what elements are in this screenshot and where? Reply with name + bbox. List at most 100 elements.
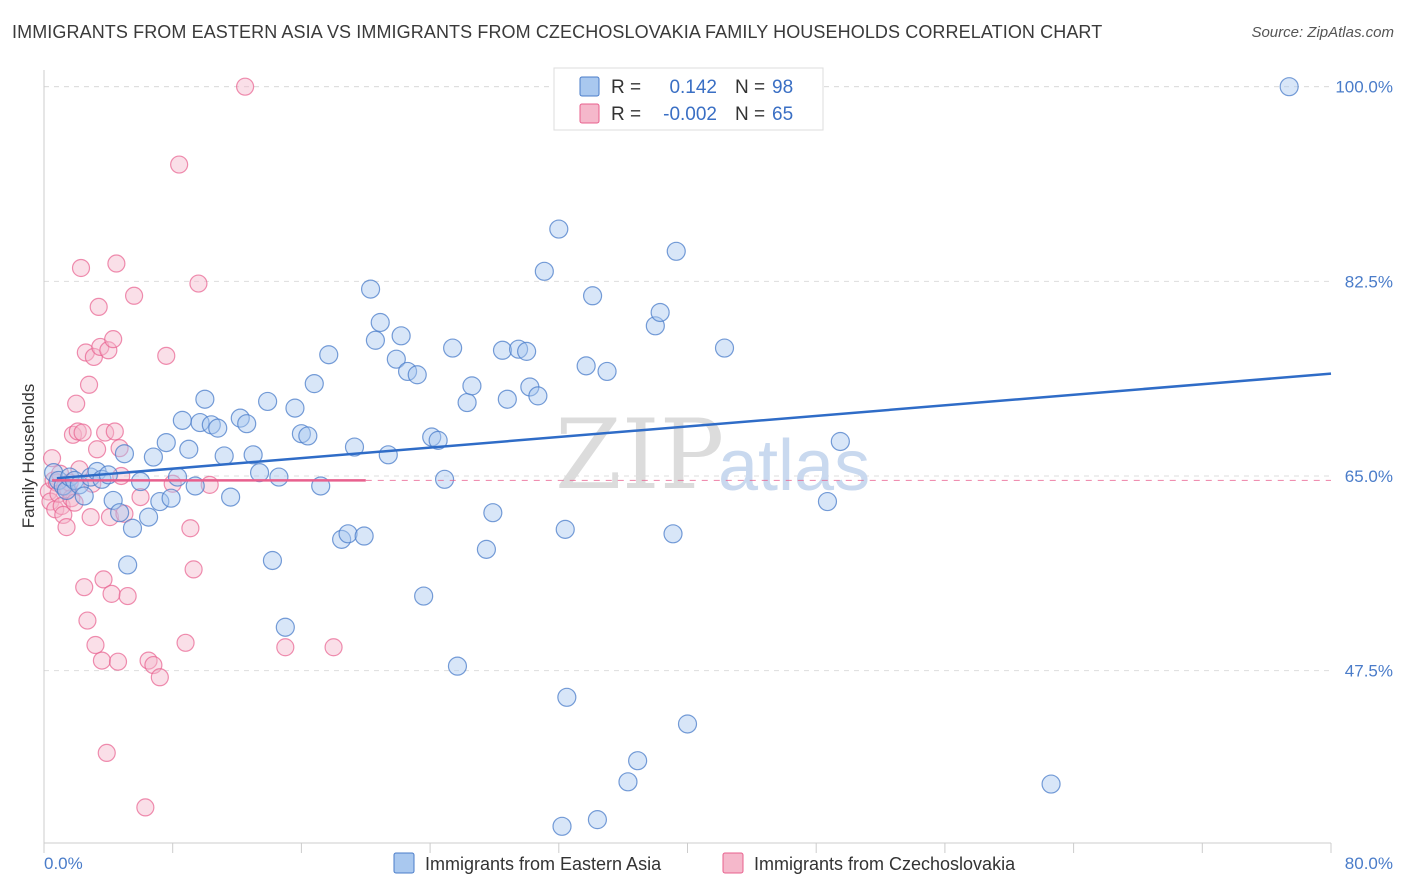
pink-point	[176, 633, 195, 652]
pink-point	[96, 423, 115, 442]
pink-point	[86, 635, 105, 655]
blue-point	[534, 261, 554, 281]
blue-point	[508, 339, 529, 359]
blue-point	[354, 526, 374, 546]
source-label: Source: ZipAtlas.com	[1251, 24, 1394, 41]
pink-point	[235, 77, 255, 96]
blue-point	[365, 330, 386, 350]
blue-point	[517, 341, 537, 361]
pink-point	[104, 330, 123, 349]
blue-point	[195, 389, 215, 409]
pink-point	[57, 518, 76, 537]
blue-point	[237, 414, 257, 434]
blue-point	[150, 491, 170, 512]
pink-point	[99, 341, 118, 360]
blue-point	[552, 816, 572, 836]
blue-point	[114, 444, 135, 464]
blue-point	[817, 491, 838, 512]
legend-blue-r-value: 0.142	[669, 77, 717, 98]
blue-point	[407, 365, 427, 385]
blue-point	[208, 418, 228, 438]
blue-point	[118, 555, 138, 575]
legend-pink-swatch	[579, 103, 600, 124]
blue-point	[138, 507, 159, 527]
pink-point	[124, 286, 144, 305]
blue-point	[549, 219, 569, 239]
pink-point	[42, 449, 62, 468]
blue-point	[344, 437, 365, 457]
blue-point	[285, 398, 305, 418]
x-tick-label-max: 80.0%	[1345, 854, 1393, 873]
pink-point	[276, 638, 295, 657]
blue-point	[476, 539, 497, 559]
watermark-zip: ZIP	[555, 399, 724, 511]
blue-point	[483, 503, 503, 523]
blue-point	[1279, 77, 1299, 97]
blue-point	[143, 447, 163, 467]
bottom-legend-blue-swatch	[393, 852, 415, 874]
blue-point	[628, 751, 648, 771]
bottom-legend: Immigrants from Eastern Asia Immigrants …	[393, 852, 1016, 874]
pink-point	[102, 584, 121, 603]
blue-point	[663, 524, 683, 544]
blue-point	[378, 445, 398, 465]
pink-point	[184, 560, 203, 579]
blue-point	[262, 550, 283, 571]
blue-point	[666, 241, 686, 261]
blue-point	[258, 391, 278, 412]
pink-point	[75, 578, 94, 597]
blue-point	[249, 463, 270, 483]
grid-lines	[44, 86, 1331, 672]
pink-point	[92, 651, 112, 670]
legend-pink-r-value: -0.002	[663, 104, 717, 125]
y-axis-label: Family Households	[19, 384, 38, 529]
pink-point	[78, 611, 97, 630]
blue-trend-line	[56, 372, 1332, 480]
blue-point	[830, 431, 850, 452]
pink-point	[131, 487, 150, 507]
pink-point	[118, 586, 137, 606]
pink-point	[81, 508, 100, 527]
blue-point	[386, 349, 406, 369]
blue-point	[492, 340, 513, 360]
blue-point	[167, 467, 188, 487]
blue-point	[370, 312, 390, 333]
legend-blue-n-label: N =	[735, 77, 765, 98]
blue-point	[557, 687, 577, 707]
pink-point	[97, 743, 116, 763]
legend-pink-r-label: R =	[611, 104, 641, 125]
watermark-atlas: atlas	[718, 426, 870, 506]
blue-point	[338, 524, 358, 544]
legend: R = 0.142 N = 98 R = -0.002 N = 65	[553, 67, 824, 131]
pink-point	[150, 668, 169, 687]
blue-point	[650, 302, 670, 323]
bottom-legend-blue-label: Immigrants from Eastern Asia	[425, 854, 662, 874]
legend-pink-n-label: N =	[735, 104, 765, 125]
blue-point	[714, 338, 735, 358]
y-tick-labels: 47.5% 65.0% 82.5% 100.0%	[1335, 78, 1393, 681]
blue-point	[269, 467, 289, 487]
blue-point	[597, 361, 617, 382]
legend-blue-n-value: 98	[772, 77, 793, 98]
blue-point	[1041, 774, 1061, 794]
blue-point	[360, 279, 381, 299]
pink-point	[94, 570, 113, 589]
blue-point	[677, 714, 698, 734]
x-tick-label-min: 0.0%	[44, 854, 83, 873]
blue-point	[319, 345, 339, 365]
blue-point	[122, 518, 143, 538]
pink-point	[189, 274, 208, 293]
pink-point	[87, 440, 107, 459]
watermark: ZIP atlas	[555, 399, 870, 511]
pink-point	[79, 375, 99, 394]
blue-point	[275, 617, 295, 637]
pink-point	[105, 422, 124, 441]
blue-point	[528, 386, 548, 406]
pink-point	[108, 652, 128, 671]
blue-point	[428, 430, 448, 450]
blue-point	[462, 376, 482, 396]
legend-blue-r-label: R =	[611, 77, 641, 98]
pink-point	[73, 423, 92, 442]
blue-point	[587, 810, 608, 830]
